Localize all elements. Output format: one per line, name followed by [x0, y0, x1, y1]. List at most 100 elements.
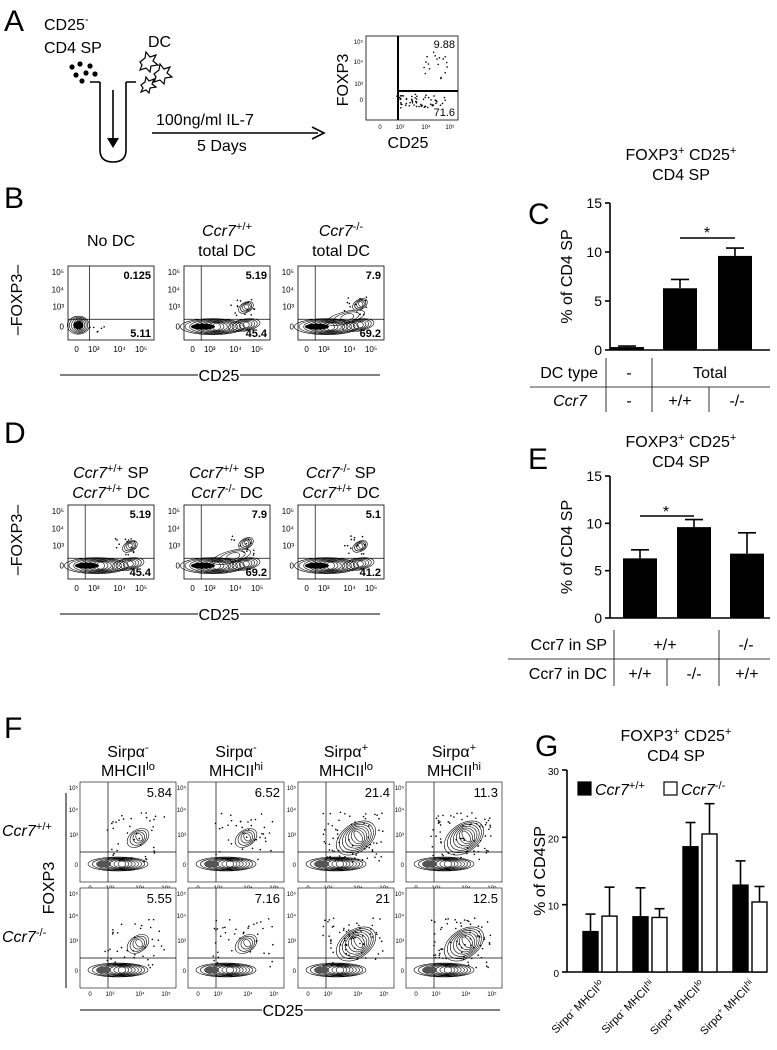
event-dot [487, 819, 490, 822]
contour-ring [126, 828, 150, 848]
contour-ring [358, 543, 364, 549]
event-dot [348, 935, 351, 938]
event-dot [338, 819, 340, 822]
contour-core [74, 562, 99, 569]
event-dot [453, 816, 455, 818]
x-tick-label: 10³ [106, 992, 115, 998]
x-tick-label: 10⁴ [461, 991, 471, 998]
contour-ring [242, 303, 251, 311]
event-dot [342, 929, 345, 932]
contour-ring [71, 317, 87, 333]
event-dot [326, 856, 329, 858]
event-dot [246, 550, 248, 552]
event-dot [358, 924, 360, 927]
event-dot [243, 551, 245, 553]
y-tick-label: 10³ [168, 542, 180, 551]
quadrant-value: 21.4 [365, 785, 390, 800]
event-dot [112, 854, 114, 856]
chart-title: FOXP3+ CD25+ [621, 726, 732, 745]
event-dot [124, 963, 126, 966]
y-tick-label: 10⁴ [282, 525, 295, 534]
x-tick-label: 0 [304, 345, 309, 354]
event-dot [148, 918, 150, 921]
event-dot [163, 948, 165, 951]
contour-ring [413, 962, 475, 978]
event-dot [338, 855, 341, 857]
event-dot [353, 536, 356, 539]
contour-ring [331, 860, 348, 868]
flow-plot: 5.8410⁵10⁴10³0010³10⁴10⁵ [69, 781, 177, 892]
event-dot [488, 942, 491, 944]
y-tick-label: 10³ [282, 303, 294, 312]
event-dot [120, 946, 123, 949]
bar [601, 915, 618, 973]
event-dot [355, 854, 358, 856]
event-dot [221, 826, 224, 829]
y-tick-label: 10⁵ [52, 268, 64, 277]
x-tick-label: 10⁵ [365, 584, 377, 593]
event-dot [456, 812, 458, 815]
contour-ring [73, 558, 122, 573]
event-dot [400, 101, 402, 104]
event-dot [351, 936, 354, 938]
x-tick-label: 10⁵ [365, 345, 377, 354]
event-dot [380, 841, 382, 843]
event-dot [138, 964, 141, 967]
contour-ring [204, 963, 250, 977]
contour-ring [189, 319, 238, 334]
event-dot [468, 823, 471, 826]
contour-core [304, 562, 329, 569]
chart-title: FOXP3+ CD25+ [626, 432, 737, 451]
quadrant-value: 6.52 [255, 785, 280, 800]
contour-ring [221, 860, 238, 868]
event-dot [328, 919, 331, 921]
event-dot [111, 848, 113, 851]
row-label-main: Ccr7 [2, 929, 37, 946]
event-dot [439, 104, 442, 106]
event-dot [464, 935, 467, 937]
legend-gene: Ccr7 [595, 782, 630, 799]
y-tick-label: 10³ [395, 833, 404, 839]
event-dot [473, 946, 475, 949]
event-dot [404, 104, 407, 107]
subtitle-gene: Ccr7 [302, 485, 337, 502]
event-dot [344, 544, 346, 547]
event-dot [124, 538, 127, 541]
event-dot [467, 920, 470, 923]
contour-ring [345, 931, 370, 955]
event-dot [252, 308, 255, 310]
event-dot [322, 934, 324, 937]
y-tick-label: 10⁵ [287, 891, 297, 898]
x-tick-label: 0 [306, 992, 310, 998]
event-dot [345, 952, 348, 955]
table-row-label: Ccr7 in SP [531, 637, 607, 654]
flow-plot: 7.16 10⁵ 10⁴ 10³ 0 0 10³ 10⁴ 10⁵ [177, 887, 285, 998]
contour-ring [180, 557, 245, 574]
event-dot [328, 843, 331, 846]
contour-ring [342, 557, 375, 572]
contour-ring [113, 966, 130, 974]
event-dot [433, 921, 436, 923]
bar [730, 553, 764, 618]
quadrant-value-upper-right: 9.88 [434, 39, 455, 51]
contour-ring [126, 560, 134, 568]
contour-core [190, 562, 215, 569]
contour-ring [211, 548, 251, 565]
event-dot [89, 326, 91, 329]
event-dot [436, 100, 438, 103]
quadrant-value-lower-right: 45.4 [246, 328, 268, 340]
event-dot [152, 825, 154, 828]
event-dot [435, 99, 437, 102]
quadrant-value-lower-right: 5.11 [130, 328, 151, 340]
quadrant-value-upper-right: 5.1 [366, 509, 381, 521]
contour-ring [238, 537, 254, 550]
plot-title: Ccr7+/+ SP [189, 463, 265, 482]
y-tick-label: 10⁴ [177, 807, 187, 814]
contour-ring [342, 930, 372, 957]
y-tick-label: 10⁵ [69, 891, 79, 898]
contour-ring [458, 829, 473, 845]
event-dot [253, 839, 256, 841]
event-dot [151, 964, 154, 966]
event-dot [132, 950, 135, 952]
contour-ring [461, 936, 472, 949]
